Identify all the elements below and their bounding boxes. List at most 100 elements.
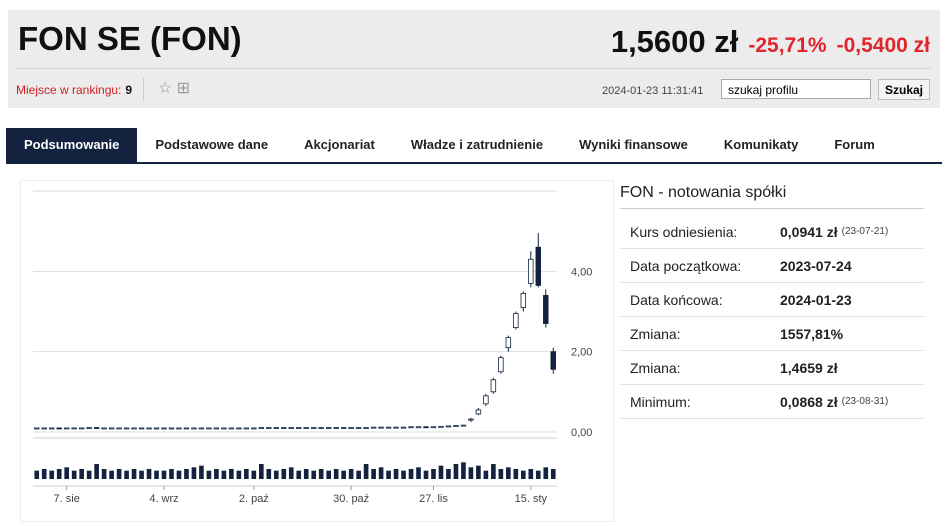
chart-panel: 0,00 2,00 4,00 7. sie 4. wrz 2. paź 30. paź 27.… xyxy=(20,180,614,522)
candle-body xyxy=(475,409,482,415)
favorite-icon[interactable]: ☆ xyxy=(158,80,173,97)
candle-body xyxy=(378,426,384,429)
candle-body xyxy=(520,293,527,308)
search-input[interactable]: szukaj profilu xyxy=(721,79,871,99)
candle-body xyxy=(393,426,399,429)
volume-bar xyxy=(550,469,556,479)
volume-bar xyxy=(311,470,317,479)
price-box: 1,5600 zł -25,71% -0,5400 zł xyxy=(611,24,930,60)
rank-value: 9 xyxy=(125,83,133,97)
volume-bar xyxy=(116,469,122,479)
candle-body xyxy=(483,395,489,405)
candle-body xyxy=(236,427,242,430)
summary-row: Zmiana: 1,4659 zł xyxy=(620,351,924,385)
volume-bar xyxy=(154,470,159,479)
candle-body xyxy=(176,427,182,430)
volume-bar xyxy=(236,470,242,479)
row-value: 1557,81% xyxy=(780,325,844,342)
candle-body xyxy=(370,426,377,429)
volume-bar xyxy=(371,469,376,479)
row-note: (23-07-21) xyxy=(841,226,889,237)
candle-body xyxy=(251,427,257,430)
add-icon[interactable]: ⊞ xyxy=(176,80,191,97)
volume-bar xyxy=(199,465,204,479)
volume-bar xyxy=(86,470,92,479)
volume-bar xyxy=(41,469,47,479)
tab[interactable]: Forum xyxy=(834,137,875,152)
candle-body xyxy=(243,427,250,430)
x-tick-label: 15. sty xyxy=(515,493,548,505)
volume-bar xyxy=(214,469,219,479)
tab[interactable]: Wyniki finansowe xyxy=(579,137,688,152)
datetime: 2024-01-23 11:31:41 xyxy=(602,85,704,97)
volume-bar xyxy=(131,469,137,479)
row-label: Data początkowa: xyxy=(630,257,742,274)
candle-body xyxy=(56,427,62,430)
volume-bar xyxy=(476,465,481,479)
volume-bar xyxy=(79,469,84,479)
volume-bar xyxy=(206,470,212,479)
volume-bar xyxy=(498,469,504,479)
search-button[interactable]: Szukaj xyxy=(878,79,930,100)
row-value: 1,4659 zł xyxy=(780,359,838,376)
row-value: 2024-01-23 xyxy=(780,291,852,308)
volume-bar xyxy=(438,465,444,479)
volume-bar xyxy=(408,469,414,479)
volume-bar xyxy=(535,470,541,479)
volume-bar xyxy=(221,470,227,479)
volume-bar xyxy=(386,470,391,479)
candle-body xyxy=(415,426,422,429)
volume-bar xyxy=(273,470,279,479)
candle-body xyxy=(288,427,294,429)
volume-bar xyxy=(491,464,496,479)
tab[interactable]: Podsumowanie xyxy=(6,128,138,162)
volume-bar xyxy=(333,469,339,479)
candle-body xyxy=(266,427,272,429)
volume-bar xyxy=(56,469,62,479)
candle-body xyxy=(528,258,534,284)
volume-bar xyxy=(423,470,429,479)
volume-bar xyxy=(378,467,384,479)
row-label: Data końcowa: xyxy=(630,291,723,308)
candle-body xyxy=(325,427,332,429)
volume-bar xyxy=(453,464,459,479)
candle-body xyxy=(296,427,302,429)
candle-body xyxy=(468,418,474,421)
tab[interactable]: Podstawowe dane xyxy=(155,137,269,152)
candle-body xyxy=(445,425,452,428)
candle-body xyxy=(498,357,504,373)
volume-bar xyxy=(318,469,324,479)
candle-body xyxy=(348,427,354,429)
row-value: 2023-07-24 xyxy=(780,257,852,274)
icons: ☆ ⊞ xyxy=(143,78,190,100)
tab-bar: Podsumowanie Podstawowe dane Akcjonariat Wł… xyxy=(6,128,942,164)
volume-bar xyxy=(416,467,421,479)
volume-bar xyxy=(169,469,174,479)
tab[interactable]: Władze i zatrudnienie xyxy=(410,137,544,152)
tab[interactable]: Akcjonariat xyxy=(304,137,375,152)
candle-body xyxy=(71,427,77,430)
candle-body xyxy=(183,427,190,430)
summary-row: Data końcowa: 2024-01-23 xyxy=(620,283,924,317)
candle-body xyxy=(146,427,152,430)
candle-body xyxy=(318,427,324,429)
candle-body xyxy=(453,425,459,427)
candle-body xyxy=(191,427,197,430)
ranking[interactable]: Miejsce w rankingu: 9 xyxy=(16,83,132,97)
volume-bar xyxy=(431,469,436,479)
volume-bar xyxy=(356,470,361,479)
volume-bar xyxy=(348,469,354,479)
row-label: Kurs odniesienia: xyxy=(630,223,738,240)
volume-bar xyxy=(483,470,489,479)
candle-body xyxy=(513,313,519,328)
volume-bar xyxy=(146,469,152,479)
volume-bar xyxy=(296,470,302,479)
volume-bar xyxy=(244,469,249,479)
volume-bar xyxy=(341,470,346,479)
candle-body xyxy=(138,427,145,430)
candle-body xyxy=(123,427,130,430)
tab[interactable]: Komunikaty xyxy=(723,137,799,152)
row-value: 0,0868 zł xyxy=(780,393,838,410)
volume-bar xyxy=(506,467,511,479)
